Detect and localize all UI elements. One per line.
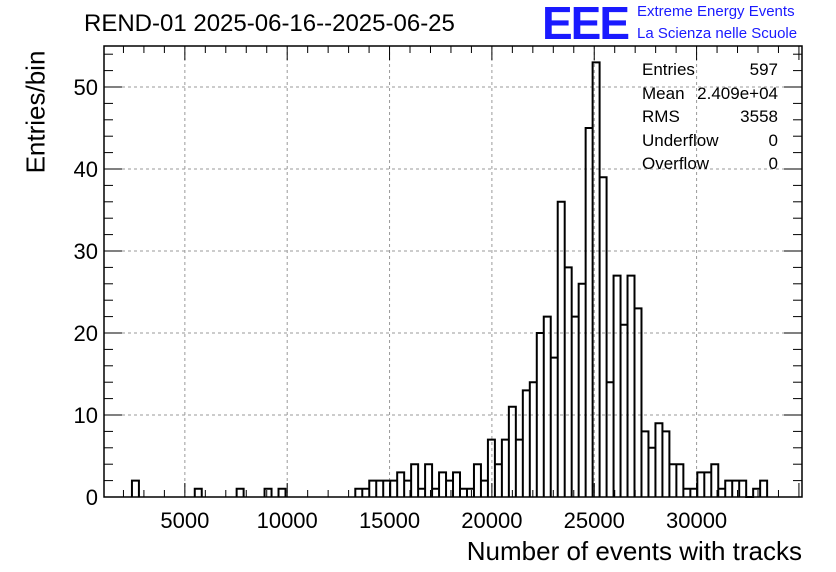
stats-label: RMS (642, 107, 680, 126)
y-tick-label: 30 (74, 239, 98, 264)
stats-box: Entries 597 Mean 2.409e+04 RMS 3558 Unde… (642, 58, 778, 176)
stats-label: Overflow (642, 154, 710, 173)
y-tick-label: 50 (74, 75, 98, 100)
x-tick-label: 15000 (359, 508, 420, 533)
stats-value: 597 (749, 60, 778, 79)
x-tick-label: 30000 (666, 508, 727, 533)
grid-lines (104, 46, 802, 497)
eee-logo: EEE (542, 0, 630, 49)
stats-value: 0 (768, 154, 778, 173)
stats-label: Underflow (642, 130, 719, 150)
stats-label: Mean (642, 83, 685, 103)
chart-title: REND-01 2025-06-16--2025-06-25 (84, 10, 455, 37)
stats-value: 2.409e+04 (697, 83, 778, 103)
stats-row-mean: Mean 2.409e+04 (642, 82, 778, 106)
y-tick-label: 0 (86, 485, 98, 510)
histogram-step-line (130, 61, 769, 498)
logo-line-2: La Scienza nelle Scuole (637, 25, 798, 42)
stats-value: 3558 (740, 107, 778, 126)
stats-row-underflow: Underflow 0 (642, 129, 778, 153)
stats-value: 0 (768, 130, 778, 150)
y-tick-label: 10 (74, 403, 98, 428)
stats-row-entries: Entries 597 (642, 58, 778, 82)
stats-row-rms: RMS 3558 (642, 105, 778, 129)
stats-row-overflow: Overflow 0 (642, 152, 778, 176)
x-tick-label: 5000 (160, 508, 209, 533)
x-tick-label: 25000 (564, 508, 625, 533)
tick-labels: 5000 10000 15000 20000 25000 30000 0 10 20 30 40 50 (74, 75, 728, 533)
x-tick-label: 10000 (257, 508, 318, 533)
x-tick-label: 20000 (461, 508, 522, 533)
y-axis-label: Entries/bin (20, 50, 51, 174)
plot-frame (103, 45, 803, 498)
y-tick-label: 20 (74, 321, 98, 346)
x-axis-label: Number of events with tracks (466, 536, 802, 566)
y-tick-label: 40 (74, 157, 98, 182)
logo-line-1: Extreme Energy Events (637, 3, 795, 20)
stats-label: Entries (642, 60, 695, 79)
